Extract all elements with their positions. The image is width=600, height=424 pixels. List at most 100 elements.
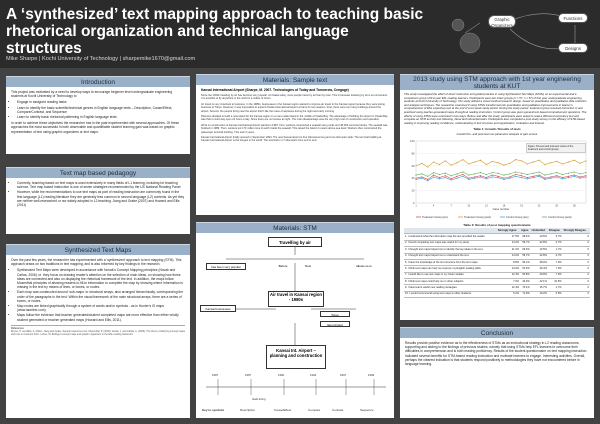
logo-node-graphic-organizers: Graphic Organizers — [488, 15, 516, 28]
data-point — [444, 172, 446, 174]
data-point — [479, 174, 482, 177]
data-point — [456, 173, 458, 175]
data-point — [432, 174, 435, 176]
data-point — [573, 159, 575, 161]
data-point — [509, 162, 511, 164]
data-point — [585, 176, 587, 178]
stm-node-air-travel-kansai: Air travel in Kansai region - 1980s — [268, 291, 324, 307]
series-line — [415, 158, 587, 168]
data-point — [556, 174, 558, 177]
stm-paragraph-1: Over the past few years, the researcher … — [11, 258, 182, 267]
references-text: Bruner, H. and Ellis, A. (2011). Jiang a… — [11, 329, 185, 336]
data-point — [520, 176, 523, 178]
data-point — [526, 176, 528, 178]
y-tick-label: 60 — [412, 164, 415, 168]
data-point — [544, 174, 546, 176]
table-row: 4. I thought text maps helped me to unde… — [404, 253, 590, 260]
table-cell: 7.0% — [547, 265, 563, 273]
x-tick-label: 28 — [573, 204, 576, 207]
data-point — [485, 173, 487, 175]
data-point — [468, 178, 470, 180]
data-point — [509, 176, 511, 178]
table-cell: 3.7% — [547, 240, 563, 248]
sample-paragraph: Since the 1930s traveling by air has bec… — [201, 94, 388, 101]
data-point — [432, 161, 435, 163]
data-point — [520, 174, 523, 177]
data-point — [503, 177, 505, 179]
data-point — [450, 177, 452, 180]
table-cell: 0 — [562, 265, 590, 273]
data-point — [561, 163, 564, 165]
data-point — [450, 164, 452, 166]
series-line — [415, 173, 587, 180]
table-cell: 3.7% — [547, 253, 563, 260]
table-cell: 29.8% — [530, 272, 548, 280]
data-point — [444, 174, 446, 177]
title-bar: A ‘synthesized’ text mapping approach to… — [0, 0, 600, 68]
table-row: 1. I understood what the information map… — [404, 233, 590, 241]
intro-paragraph-1: This project was motivated by a need to … — [11, 90, 173, 99]
year-label: 1994 — [310, 373, 317, 377]
data-point — [573, 174, 575, 176]
table-cell: 50.8% — [520, 272, 531, 280]
table-cell: 59.7% — [520, 253, 531, 260]
sample-paragraph: Air travel is very important to business… — [201, 102, 385, 113]
data-point — [427, 175, 429, 177]
table-cell: 8. I think text maps could help me in ot… — [404, 278, 497, 286]
data-point — [573, 171, 575, 173]
table1-caption: Table 1: Growth / Results of tests — [473, 127, 521, 132]
x-tick-label: 1 — [415, 204, 417, 207]
data-point — [526, 173, 528, 175]
table-cell: 66.6% — [520, 246, 531, 254]
data-point — [515, 173, 517, 175]
data-point — [491, 160, 493, 162]
data-point — [544, 177, 546, 179]
data-point — [520, 159, 523, 162]
table-header-cell: Undecided — [530, 227, 548, 235]
data-point — [456, 177, 458, 179]
table-cell: 10.5% — [530, 246, 548, 254]
table-cell: 42.1% — [530, 278, 548, 286]
text-map-bullets: Currently, teaching based on text maps i… — [17, 181, 185, 207]
y-tick-label: 20 — [412, 188, 415, 192]
table-cell: 0 — [562, 240, 590, 248]
data-point — [474, 161, 476, 163]
data-point — [532, 176, 534, 178]
list-item: Synthesized Text Maps were developed in … — [17, 268, 185, 289]
stm-bullets: Synthesized Text Maps were developed in … — [17, 268, 185, 321]
year-label: 1987 — [212, 373, 219, 377]
year-label: 1999 — [368, 373, 375, 377]
data-point — [561, 177, 564, 180]
data-point — [538, 171, 540, 173]
data-point — [579, 177, 581, 179]
data-point — [462, 175, 464, 177]
materials-stm-heading: Materials: STM — [196, 222, 394, 233]
results-chart-svg: 0 20 40 60 80 100 1 4 7 10 13 16 19 22 25 28 Case number… — [410, 139, 587, 219]
table-cell: 3.7% — [547, 233, 563, 241]
table-cell: 15.7% — [530, 284, 548, 292]
series-line — [415, 175, 587, 181]
study-heading: 2013 study using STM approach with 1st y… — [400, 74, 594, 90]
data-point — [556, 160, 558, 162]
data-point — [550, 176, 552, 178]
introduction-body: This project was motivated by a need to … — [6, 87, 190, 154]
list-item: Each map was constructed around ‘sub-map… — [17, 290, 185, 303]
data-point — [485, 163, 487, 165]
data-point — [567, 175, 570, 177]
table2-caption: Table 2: Results of post mapping questio… — [463, 222, 531, 227]
table-cell: 0 — [562, 284, 590, 292]
data-point — [427, 179, 429, 182]
table-header-cell: Strongly Agree — [496, 227, 521, 235]
text-map-heading: Text map based pedagogy — [6, 167, 190, 178]
x-tick-label: 7 — [451, 204, 453, 207]
table-cell: 1.7% — [547, 284, 563, 292]
data-point — [497, 161, 499, 164]
sample-title: Kansai International Airport (Sharpe, M.… — [201, 88, 349, 92]
x-tick-label: 16 — [503, 204, 506, 207]
data-point — [544, 163, 546, 165]
table-cell: 28.0% — [530, 259, 548, 267]
table-cell: 0 — [562, 278, 590, 286]
intro-paragraph-2: In order to achieve these objectives the… — [11, 121, 180, 134]
data-point — [415, 174, 417, 176]
x-axis-label: Case number — [493, 207, 510, 211]
